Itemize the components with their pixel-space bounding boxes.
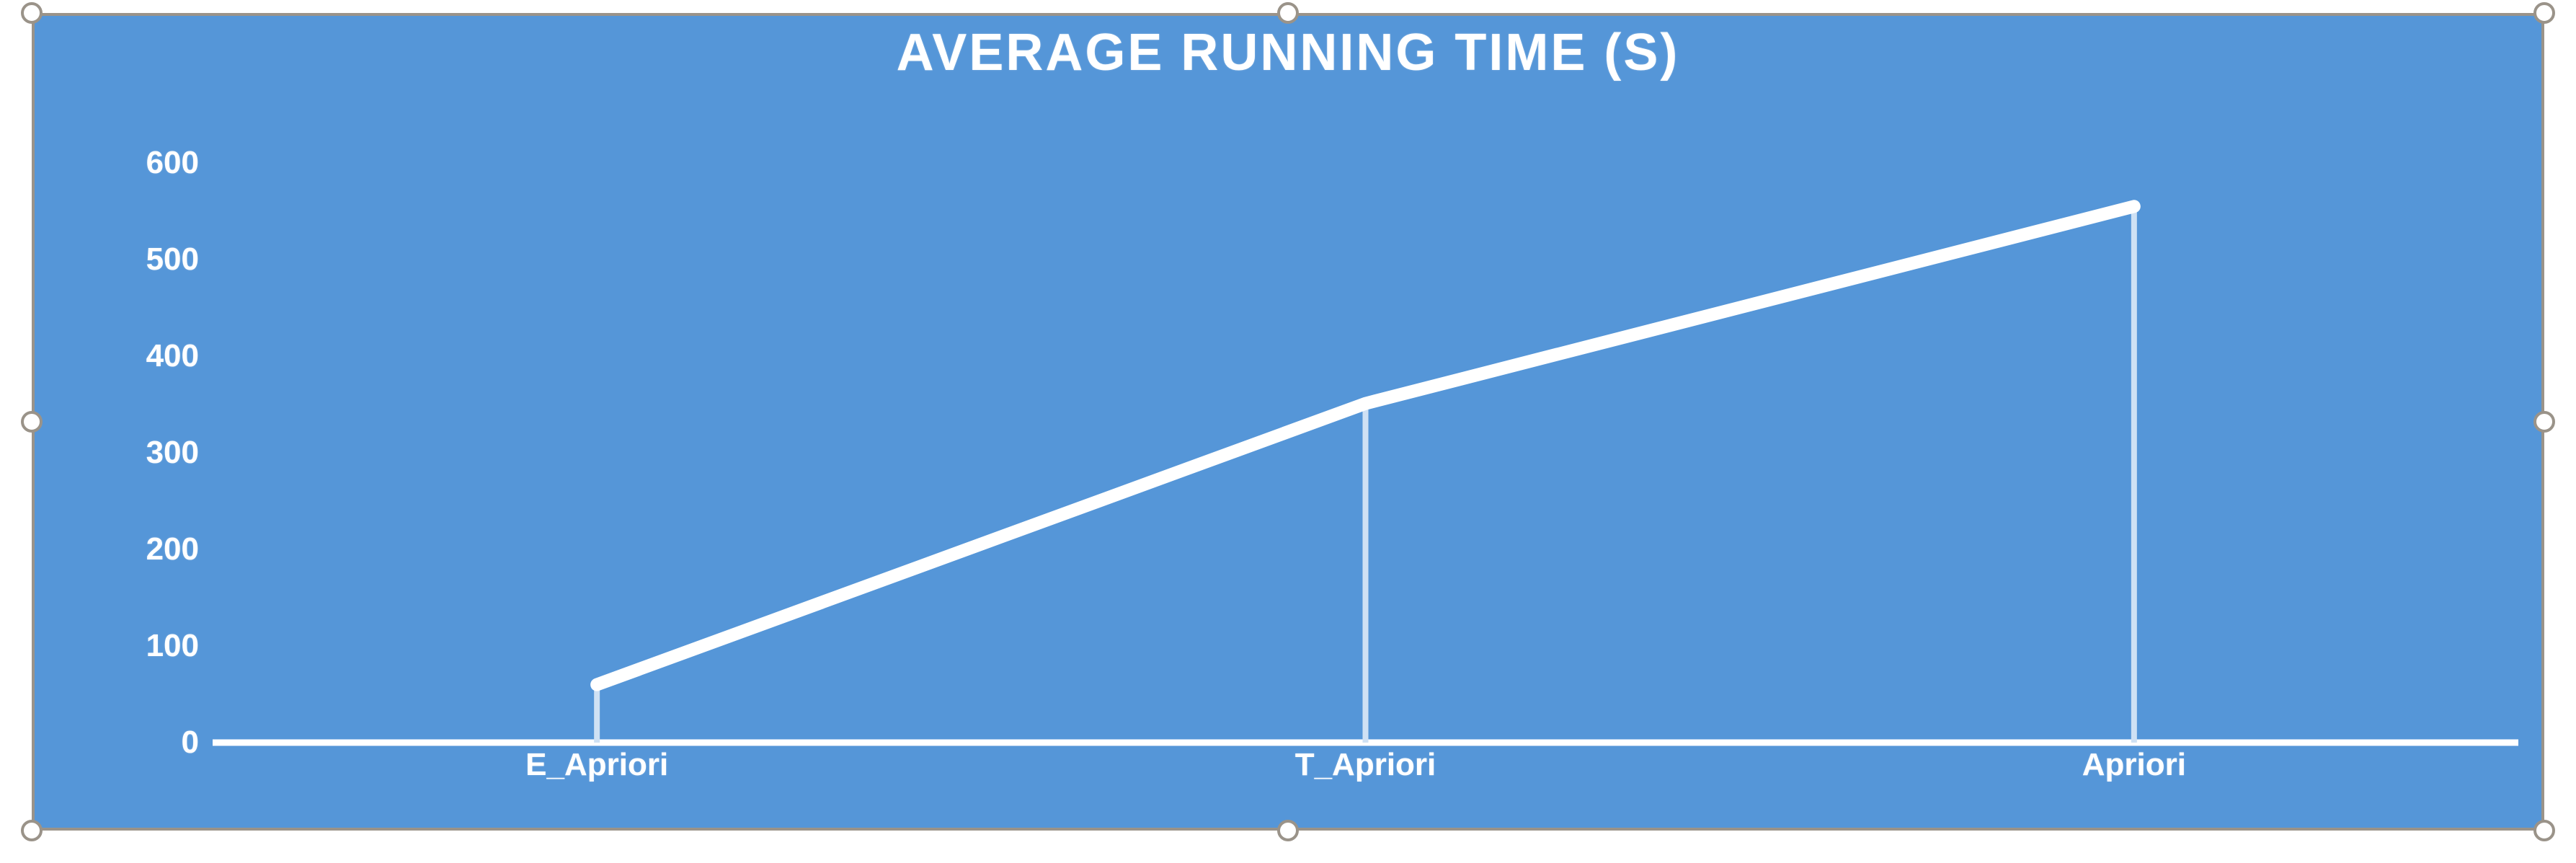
resize-handle-top-right[interactable] bbox=[2533, 2, 2555, 24]
y-axis-tick-label: 400 bbox=[146, 338, 199, 373]
x-axis-tick-label: Apriori bbox=[2082, 747, 2186, 782]
chart-title: AVERAGE RUNNING TIME (S) bbox=[896, 24, 1680, 81]
chart-object[interactable]: AVERAGE RUNNING TIME (S) 600 500 400 300… bbox=[21, 2, 2555, 841]
y-axis-tick-label: 300 bbox=[146, 435, 199, 470]
y-axis-tick-label: 200 bbox=[146, 531, 199, 567]
selection-frame bbox=[32, 13, 2544, 831]
resize-handle-middle-right[interactable] bbox=[2533, 411, 2555, 433]
x-axis-tick-label: E_Apriori bbox=[525, 747, 669, 782]
resize-handle-top-center[interactable] bbox=[1277, 2, 1299, 24]
resize-handle-bottom-left[interactable] bbox=[21, 820, 43, 841]
y-axis-tick-label: 100 bbox=[146, 628, 199, 663]
y-axis-tick-label: 600 bbox=[146, 145, 199, 180]
resize-handle-bottom-center[interactable] bbox=[1277, 820, 1299, 841]
y-axis-tick-label: 500 bbox=[146, 242, 199, 277]
y-axis: 600 500 400 300 200 100 0 bbox=[32, 13, 212, 831]
plot-area[interactable]: AVERAGE RUNNING TIME (S) 600 500 400 300… bbox=[32, 13, 2544, 831]
series-plot bbox=[213, 200, 2518, 746]
resize-handle-middle-left[interactable] bbox=[21, 411, 43, 433]
resize-handle-top-left[interactable] bbox=[21, 2, 43, 24]
x-axis: E_Apriori T_Apriori Apriori bbox=[213, 747, 2518, 790]
x-axis-tick-label: T_Apriori bbox=[1294, 747, 1436, 782]
series-line bbox=[590, 200, 2141, 691]
y-axis-tick-label: 0 bbox=[181, 725, 199, 760]
resize-handle-bottom-right[interactable] bbox=[2533, 820, 2555, 841]
